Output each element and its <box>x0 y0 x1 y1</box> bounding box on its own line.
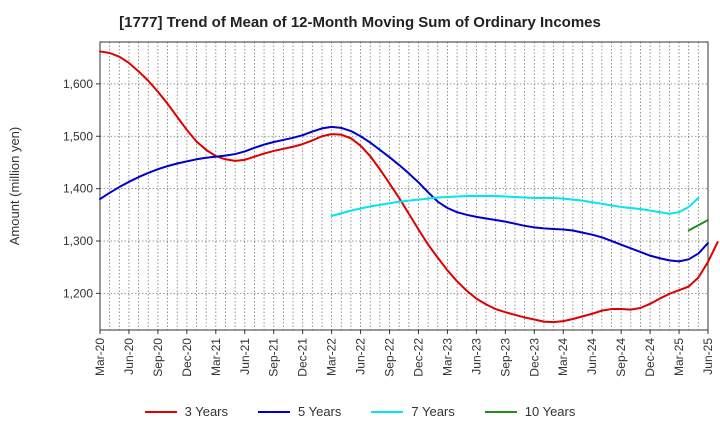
x-tick-label: Sep-20 <box>151 338 165 377</box>
x-tick-label: Mar-22 <box>325 338 339 376</box>
legend-swatch <box>484 410 517 413</box>
x-tick-label: Dec-20 <box>180 338 194 377</box>
x-tick-label: Jun-23 <box>469 338 483 375</box>
legend-swatch <box>144 410 177 413</box>
x-tick-label: Jun-21 <box>238 338 252 375</box>
x-tick-label: Mar-24 <box>556 338 570 376</box>
y-tick-label: 1,300 <box>63 234 93 248</box>
y-axis-label: Amount (million yen) <box>7 127 22 246</box>
series-line-5-years <box>99 125 709 263</box>
chart-title: [1777] Trend of Mean of 12-Month Moving … <box>119 14 601 31</box>
legend-swatch <box>258 410 290 413</box>
x-tick-label: Dec-22 <box>411 338 425 377</box>
x-tick-label: Mar-23 <box>440 338 454 376</box>
legend-label: 7 Years <box>411 404 455 419</box>
legend-label: 3 Years <box>184 404 228 419</box>
x-tick-label: Dec-23 <box>527 338 541 377</box>
y-tick-label: 1,500 <box>63 129 93 143</box>
y-tick-label: 1,400 <box>63 182 93 196</box>
legend-item: 3 Years <box>144 404 228 419</box>
x-tick-label: Jun-24 <box>585 338 599 375</box>
x-tick-label: Mar-25 <box>672 338 686 376</box>
legend: 3 Years 5 Years 7 Years 10 Years <box>0 404 720 419</box>
x-tick-label: Sep-24 <box>614 338 628 377</box>
series-line-10-years <box>687 219 709 232</box>
y-tick-label: 1,200 <box>63 286 93 300</box>
x-tick-label: Mar-20 <box>93 338 107 376</box>
x-tick-label: Jun-25 <box>701 338 715 375</box>
legend-swatch <box>371 410 404 413</box>
x-tick-label: Jun-22 <box>354 338 368 375</box>
legend-label: 5 Years <box>298 404 342 419</box>
legend-item: 5 Years <box>258 404 341 419</box>
x-tick-label: Jun-20 <box>122 338 136 375</box>
series-line-3-years <box>99 50 719 324</box>
x-tick-label: Dec-24 <box>643 338 657 377</box>
y-tick-label: 1,600 <box>63 77 93 91</box>
plot-frame <box>99 41 709 331</box>
legend-item: 10 Years <box>484 404 576 419</box>
series-line-7-years <box>330 194 700 217</box>
x-tick-label: Sep-23 <box>498 338 512 377</box>
legend-label: 10 Years <box>524 404 576 419</box>
x-tick-label: Mar-21 <box>209 338 223 376</box>
legend-item: 7 Years <box>371 404 455 419</box>
x-tick-label: Sep-22 <box>383 338 397 377</box>
x-tick-label: Dec-21 <box>296 338 310 377</box>
x-tick-label: Sep-21 <box>267 338 281 377</box>
